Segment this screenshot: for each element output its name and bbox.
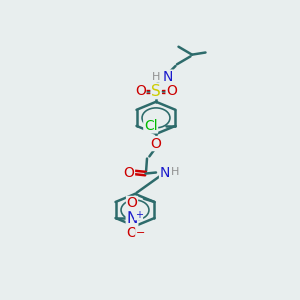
Text: +: + — [135, 210, 142, 220]
Text: Cl: Cl — [144, 119, 158, 133]
Text: O: O — [151, 136, 161, 151]
Text: N: N — [126, 211, 138, 226]
Text: O: O — [124, 166, 134, 179]
Text: N: N — [163, 70, 173, 84]
Text: S: S — [151, 84, 161, 99]
Text: O: O — [135, 84, 146, 98]
Text: N: N — [160, 166, 170, 179]
Text: O: O — [127, 226, 137, 240]
Text: O: O — [166, 84, 177, 98]
Text: O: O — [127, 196, 137, 211]
Text: H: H — [152, 72, 160, 82]
Text: −: − — [136, 228, 145, 238]
Text: H: H — [171, 167, 179, 177]
